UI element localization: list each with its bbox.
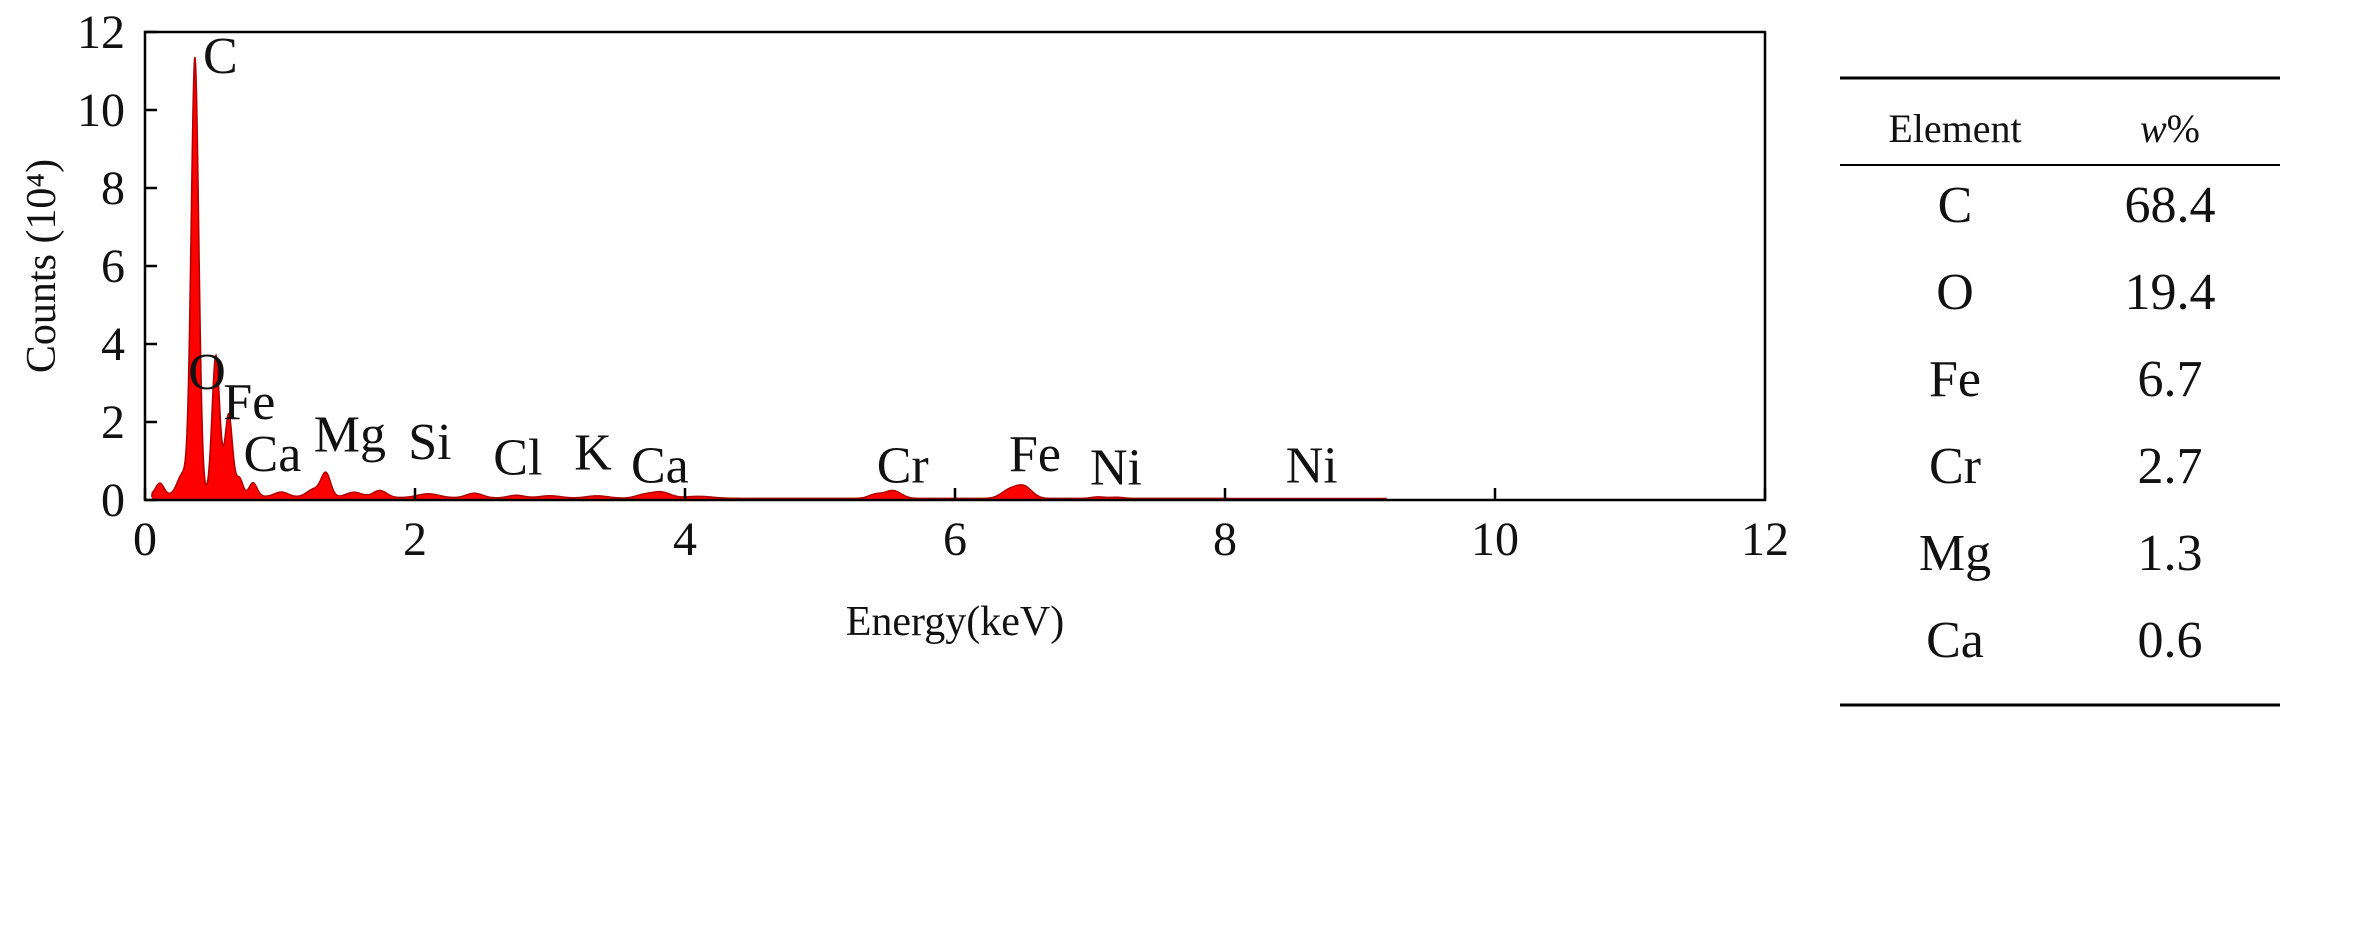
x-tick-label: 4 — [673, 513, 697, 566]
table-cell-weight: 19.4 — [2125, 264, 2216, 321]
y-tick-label: 10 — [77, 84, 125, 137]
x-tick-label: 0 — [133, 513, 157, 566]
peak-label: O — [188, 344, 226, 401]
x-tick-label: 2 — [403, 513, 427, 566]
peak-label: Fe — [223, 374, 275, 431]
plot-frame — [143, 30, 1767, 502]
table-cell-element: Fe — [1929, 351, 1981, 408]
table-cell-element: Mg — [1919, 525, 1991, 582]
y-tick-label: 12 — [77, 6, 125, 59]
table-cell-element: C — [1938, 177, 1973, 234]
peak-label: Cr — [877, 437, 929, 494]
y-tick-label: 6 — [101, 240, 125, 293]
x-tick-label: 8 — [1213, 513, 1237, 566]
table-cell-weight: 1.3 — [2138, 525, 2203, 582]
peak-label: Fe — [1009, 426, 1061, 483]
x-tick-label: 12 — [1741, 513, 1789, 566]
y-axis-title: Counts (10⁴) — [19, 159, 65, 373]
y-tick-label: 0 — [101, 474, 125, 527]
peak-label: Ca — [244, 426, 302, 483]
table-cell-weight: 0.6 — [2138, 612, 2203, 669]
table-header-element: Element — [1888, 106, 2021, 151]
peak-label: Ni — [1286, 437, 1338, 494]
y-axis-ticks: 0 2 4 6 8 10 12 — [77, 6, 157, 527]
spectrum-line — [151, 56, 1387, 500]
plot-area — [151, 56, 1387, 501]
x-tick-label: 10 — [1471, 513, 1519, 566]
table-header-weight: w% — [2140, 106, 2200, 151]
y-tick-label: 4 — [101, 318, 125, 371]
x-tick-label: 6 — [943, 513, 967, 566]
x-axis-ticks: 0 2 4 6 8 10 12 — [133, 488, 1789, 566]
y-tick-label: 8 — [101, 162, 125, 215]
peak-label: Cl — [493, 430, 542, 487]
table-cell-weight: 68.4 — [2125, 177, 2216, 234]
peak-label: K — [574, 425, 612, 482]
peak-label: Ni — [1090, 439, 1142, 496]
peak-label: Mg — [314, 406, 386, 463]
x-axis-title: Energy(keV) — [846, 599, 1064, 645]
table-cell-element: O — [1936, 264, 1974, 321]
table-cell-element: Cr — [1929, 438, 1981, 495]
peak-label: Si — [408, 414, 451, 471]
y-tick-label: 2 — [101, 396, 125, 449]
table-rows: C 68.4 O 19.4 Fe 6.7 Cr 2.7 Mg 1.3 Ca 0.6 — [1919, 177, 2216, 669]
table-cell-element: Ca — [1926, 612, 1984, 669]
composition-table: Element w% C 68.4 O 19.4 Fe 6.7 Cr 2.7 Mg 1.3 Ca 0.… — [1840, 76, 2280, 707]
peak-label: Ca — [631, 437, 689, 494]
table-cell-weight: 6.7 — [2138, 351, 2203, 408]
peak-label: C — [203, 28, 238, 85]
table-cell-weight: 2.7 — [2138, 438, 2203, 495]
